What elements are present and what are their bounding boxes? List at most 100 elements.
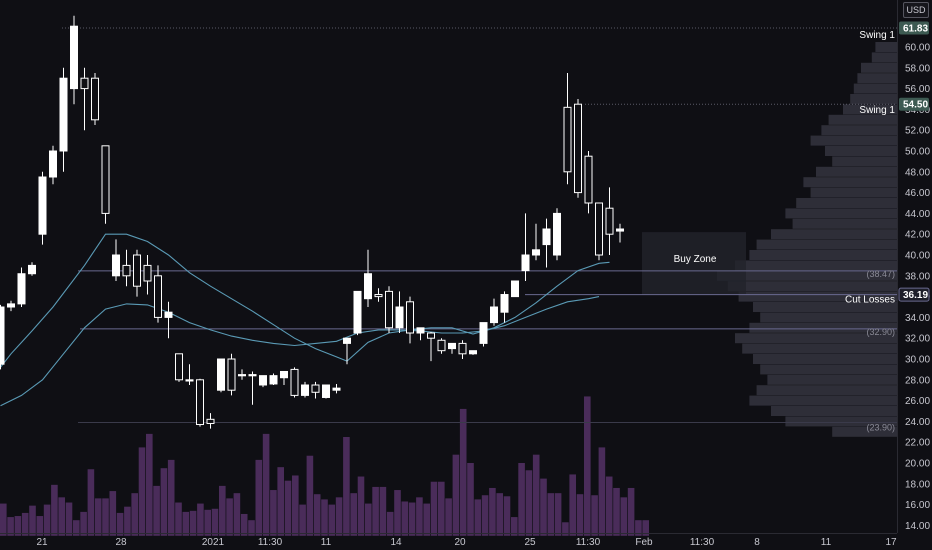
volume-bar: [467, 463, 474, 536]
volume-bar: [591, 495, 598, 536]
volume-bar: [262, 433, 270, 536]
candle-body: [532, 249, 540, 256]
profile-bar: [753, 302, 897, 312]
volume-bar: [452, 454, 460, 536]
buy-zone-box[interactable]: [642, 232, 746, 295]
candle-body: [311, 384, 320, 393]
candle-body: [490, 306, 498, 324]
profile-bar: [796, 198, 897, 208]
swing-top-label: Swing 1: [859, 30, 895, 41]
volume-bar: [189, 510, 197, 536]
profile-bar: [727, 281, 897, 292]
ref-upper-label: (38.47): [866, 269, 895, 279]
profile-bar: [735, 260, 897, 271]
volume-bar: [620, 497, 628, 536]
price-tick-label: 20.00: [905, 459, 930, 470]
profile-bar: [767, 374, 897, 385]
annotations: Swing 1 Swing 1 Buy Zone Cut Losses (38.…: [674, 30, 896, 432]
price-tick-label: 30.00: [905, 355, 930, 366]
candle-body: [133, 254, 141, 287]
swing-mid-label: Swing 1: [859, 105, 895, 116]
volume-bar: [562, 522, 569, 536]
price-tick-label: 50.00: [905, 147, 930, 158]
volume-bar: [642, 520, 649, 536]
price-tick-label: 28.00: [905, 375, 930, 386]
profile-bar: [871, 52, 897, 63]
candle-body: [500, 294, 509, 313]
swing-top-badge: [899, 21, 929, 35]
profile-bar: [717, 270, 897, 281]
volume-bar: [313, 494, 321, 536]
volume-bar: [350, 493, 357, 536]
candle-body: [80, 77, 89, 90]
volume-bar: [43, 504, 51, 536]
candle-body: [416, 327, 425, 334]
cut-losses-value: 36.19: [903, 290, 928, 301]
volume-bar: [277, 467, 284, 536]
volume-bar: [372, 486, 379, 536]
time-tick-label: 11:30: [690, 537, 715, 548]
candle-body: [364, 273, 372, 300]
volume-bar: [21, 512, 29, 536]
volume-bar: [36, 516, 44, 536]
candle-body: [7, 303, 15, 308]
candle-body: [595, 202, 603, 256]
volume-bar: [386, 511, 394, 536]
volume-bar: [401, 501, 409, 536]
price-tick-label: 34.00: [905, 313, 930, 324]
swing-mid-value: 54.50: [903, 100, 928, 111]
candle-body: [395, 306, 404, 329]
profile-bar: [810, 187, 897, 198]
price-tick-label: 52.00: [905, 126, 930, 137]
volume-bar: [58, 497, 65, 536]
candlesticks[interactable]: [0, 15, 624, 429]
candle-body: [175, 353, 183, 381]
volume-bar: [29, 505, 36, 536]
profile-bar: [735, 333, 897, 344]
profile-bar: [749, 250, 897, 260]
volume-bar: [299, 504, 306, 536]
volume-bar: [474, 499, 482, 536]
profile-bar: [785, 416, 897, 427]
profile-bar: [756, 385, 897, 396]
currency-label[interactable]: USD: [903, 2, 929, 18]
candle-body: [259, 375, 267, 386]
volume-bar: [7, 517, 14, 536]
price-tick-label: 22.00: [905, 438, 930, 449]
moving-averages: [0, 233, 610, 407]
volume-bar: [270, 490, 277, 536]
cut-losses-label: Cut Losses: [845, 295, 895, 306]
volume-bar: [248, 520, 255, 536]
candle-body: [154, 275, 162, 318]
volume-bar: [153, 485, 160, 536]
price-tick-label: 16.00: [905, 500, 930, 511]
volume-bar: [554, 493, 562, 536]
price-tick-label: 18.00: [905, 479, 930, 490]
volume-bar: [167, 459, 175, 536]
volume-bar: [394, 490, 401, 536]
volume-bar: [65, 502, 73, 536]
volume-bar: [584, 396, 591, 536]
price-tick-label: 42.00: [905, 230, 930, 241]
time-axis[interactable]: 21 28 2021 11:30 11 14 20 25 11:30 Feb 11:30 8 11 17: [0, 533, 897, 549]
candle-body: [38, 176, 47, 235]
volume-bar: [576, 494, 584, 536]
candle-body: [17, 273, 26, 305]
volume-bar: [365, 503, 372, 536]
profile-bar: [825, 146, 897, 156]
candle-body: [91, 77, 99, 121]
profile-bar: [742, 343, 897, 354]
price-tick-label: 48.00: [905, 167, 930, 178]
volume-bar: [73, 520, 80, 536]
ref-bottom-label: (23.90): [866, 422, 895, 432]
volume-bar: [219, 485, 226, 536]
profile-bar: [875, 42, 897, 52]
candle-body: [112, 254, 120, 277]
ma-fast-line: [0, 233, 610, 368]
profile-bar: [803, 177, 897, 188]
volume-bar: [240, 513, 248, 536]
volume-bar: [197, 503, 204, 536]
volume-bar: [335, 497, 343, 536]
profile-bar: [753, 354, 897, 364]
